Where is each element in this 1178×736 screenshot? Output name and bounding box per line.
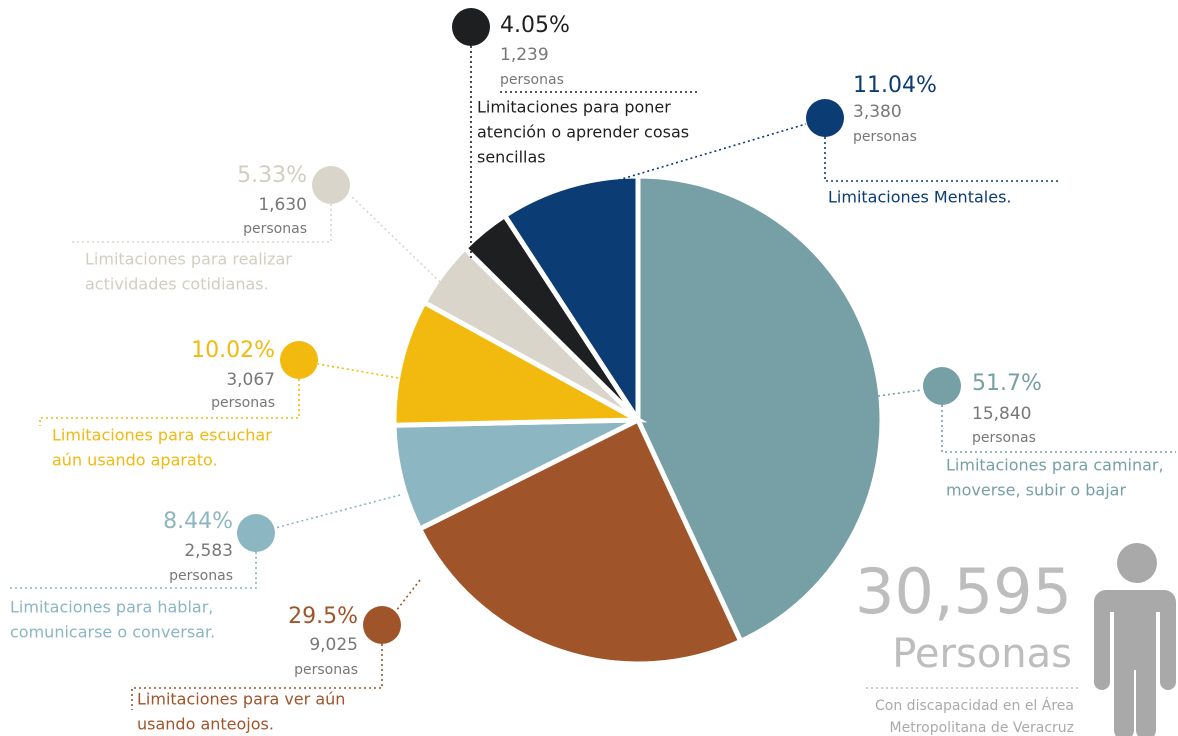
category-label: Limitaciones para ver aún	[137, 690, 345, 709]
legend-dot	[312, 166, 350, 204]
unit-label: personas	[243, 221, 307, 237]
category-label: actividades cotidianas.	[85, 275, 269, 294]
value-label: 1,239	[500, 45, 549, 65]
legend-dot	[363, 606, 401, 644]
person-icon	[1094, 543, 1176, 736]
value-label: 9,025	[309, 635, 358, 655]
leader-line	[70, 194, 441, 283]
leader-line	[8, 494, 401, 589]
leader-line	[470, 46, 698, 258]
pie-slice	[635, 173, 885, 645]
value-label: 3,380	[853, 102, 902, 122]
note: Con discapacidad en el Área	[875, 697, 1074, 714]
category-label: Limitaciones para escuchar	[52, 426, 272, 445]
percent-label: 11.04%	[853, 73, 937, 98]
pie-slice	[416, 416, 745, 667]
unit-label: personas	[500, 72, 564, 88]
unit-label: personas	[853, 129, 917, 145]
value-label: 1,630	[258, 195, 307, 215]
percent-label: 29.5%	[288, 604, 358, 629]
legend-dot	[806, 99, 844, 137]
legend-dot	[280, 341, 318, 379]
category-label: atención o aprender cosas	[477, 123, 689, 142]
category-label: Limitaciones para caminar,	[946, 456, 1164, 475]
pie-slice	[501, 173, 641, 429]
category-label: Limitaciones para realizar	[85, 250, 292, 269]
category-label: Limitaciones para hablar,	[10, 598, 213, 617]
percent-label: 4.05%	[500, 13, 570, 38]
note: Metropolitana de Veracruz	[890, 720, 1074, 736]
total-unit: Personas	[892, 631, 1072, 677]
unit-label: personas	[294, 662, 358, 678]
category-label: usando anteojos.	[137, 715, 274, 734]
leader-line	[877, 389, 1176, 453]
category-label: sencillas	[477, 148, 546, 167]
unit-label: personas	[972, 430, 1036, 446]
pie-slice	[391, 299, 648, 428]
value-label: 2,583	[184, 541, 233, 561]
percent-label: 10.02%	[191, 338, 275, 363]
percent-label: 5.33%	[237, 163, 307, 188]
category-label: moverse, subir o bajar	[946, 481, 1126, 500]
category-label: Limitaciones Mentales.	[828, 188, 1011, 207]
leader-line	[39, 363, 399, 426]
total: 30,595	[855, 555, 1072, 628]
legend-dot	[237, 514, 275, 552]
legend-dot	[923, 367, 961, 405]
percent-label: 51.7%	[972, 371, 1042, 396]
category-label: aún usando aparato.	[52, 451, 218, 470]
unit-label: personas	[211, 395, 275, 411]
category-label: comunicarse o conversar.	[10, 623, 215, 642]
value-label: 3,067	[226, 370, 275, 390]
leader-line	[584, 123, 1058, 191]
leader-line	[131, 579, 421, 710]
legend-dot	[452, 8, 490, 46]
category-label: Limitaciones para poner	[477, 98, 671, 117]
unit-label: personas	[169, 568, 233, 584]
value-label: 15,840	[972, 404, 1031, 424]
percent-label: 8.44%	[163, 509, 233, 534]
